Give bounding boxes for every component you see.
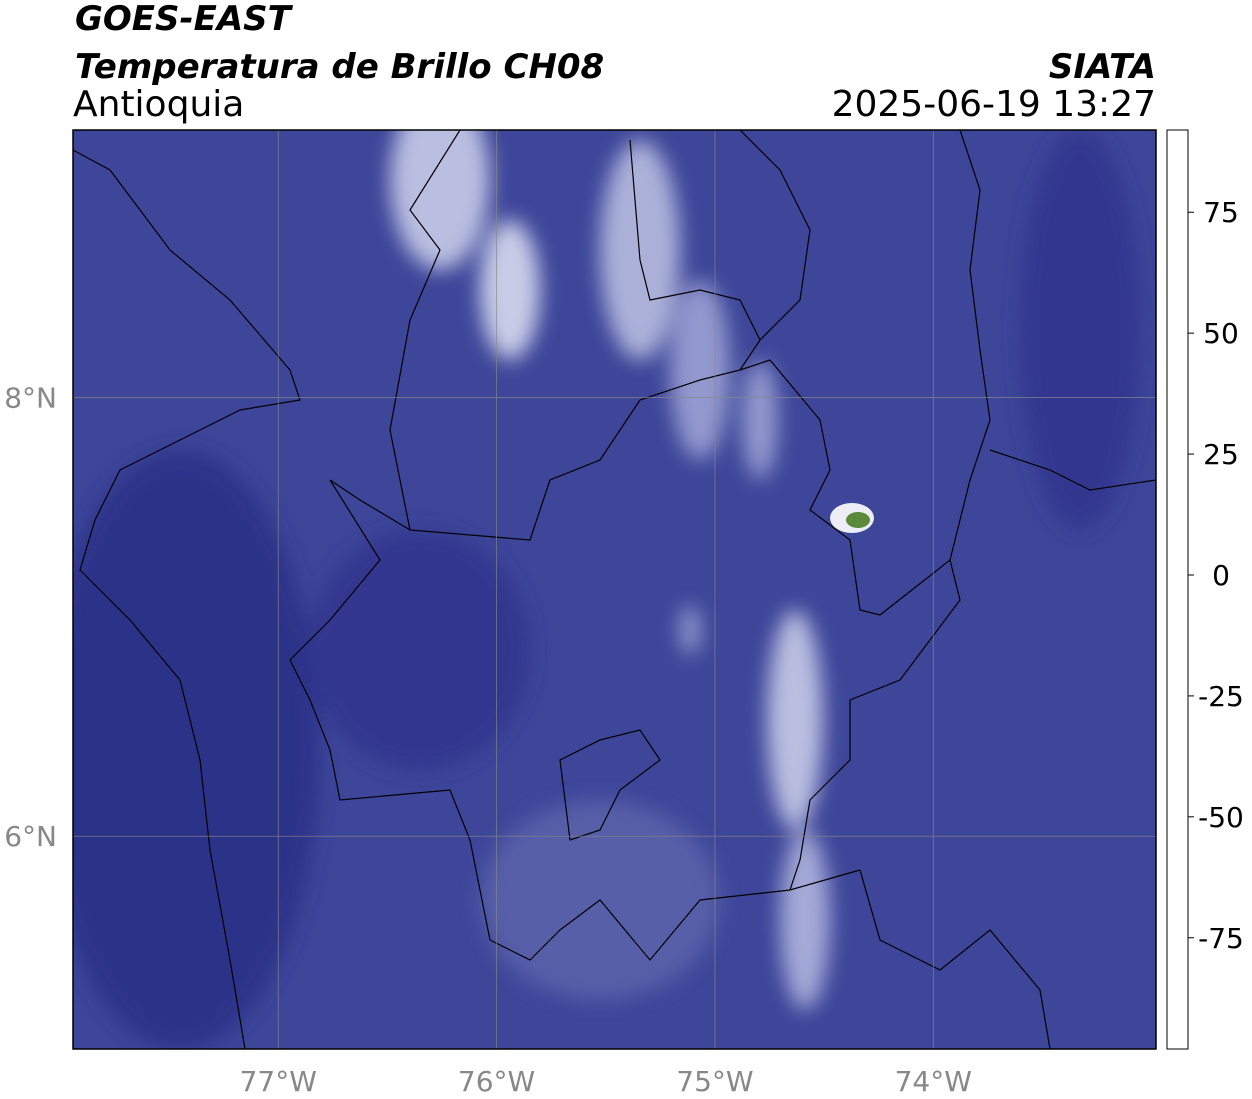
map-frame — [72, 129, 1157, 1050]
colorbar-tick-label: 75 — [1203, 196, 1239, 229]
subtitle: Temperatura de Brillo CH08 — [75, 47, 604, 87]
lon-label: 77°W — [240, 1065, 317, 1098]
graticule — [73, 130, 1156, 1049]
colorbar-tick-label: -25 — [1198, 680, 1244, 713]
colorbar-tick-label: 25 — [1203, 438, 1239, 471]
colorbar-tick-label: 50 — [1203, 317, 1239, 350]
lat-label: 6°N — [4, 820, 57, 853]
lat-label: 8°N — [4, 382, 57, 415]
title: GOES-EAST — [75, 0, 294, 39]
lon-label: 76°W — [458, 1065, 535, 1098]
colorbar-tick-label: -75 — [1198, 922, 1244, 955]
datetime: 2025-06-19 13:27 — [832, 84, 1156, 125]
lon-label: 75°W — [676, 1065, 753, 1098]
region: Antioquia — [73, 84, 244, 125]
cloud-core — [846, 512, 870, 528]
colorbar — [1166, 129, 1189, 1050]
cloud-texture — [73, 130, 1140, 1049]
source: SIATA — [1049, 47, 1156, 87]
borders — [73, 130, 1156, 1049]
lon-label: 74°W — [895, 1065, 972, 1098]
colorbar-tick-label: 0 — [1212, 559, 1230, 592]
colorbar-tick-label: -50 — [1198, 801, 1244, 834]
imagery — [73, 130, 1156, 1049]
